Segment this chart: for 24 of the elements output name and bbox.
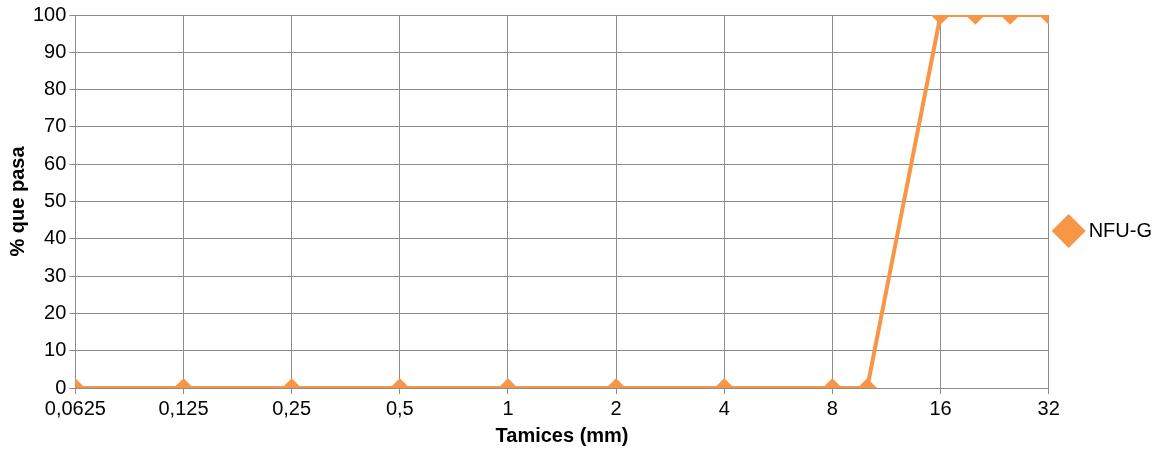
x-tick-label: 16 [929,396,952,419]
y-tick-label: 10 [44,338,67,361]
y-axis-title: % que pasa [5,145,28,257]
y-tick-label: 90 [44,39,67,62]
y-tick-label: 80 [44,77,67,100]
y-tick-label: 30 [44,263,67,286]
y-tick-label: 60 [44,151,67,174]
legend-label: NFU-G [1088,218,1153,241]
y-tick-label: 0 [55,375,67,398]
x-axis-title: Tamices (mm) [495,423,629,446]
x-tick-label: 0,0625 [44,396,106,419]
x-tick-label: 8 [826,396,838,419]
x-tick-label: 32 [1037,396,1060,419]
x-tick-label: 0,25 [272,396,312,419]
x-tick-label: 2 [610,396,622,419]
x-tick-label: 4 [718,396,730,419]
y-tick-label: 70 [44,114,67,137]
y-tick-label: 20 [44,300,67,323]
x-tick-label: 1 [502,396,514,419]
x-tick-label: 0,125 [158,396,209,419]
x-tick-label: 0,5 [385,396,414,419]
y-tick-label: 100 [32,2,67,25]
y-tick-label: 40 [44,226,67,249]
y-tick-label: 50 [44,189,67,212]
